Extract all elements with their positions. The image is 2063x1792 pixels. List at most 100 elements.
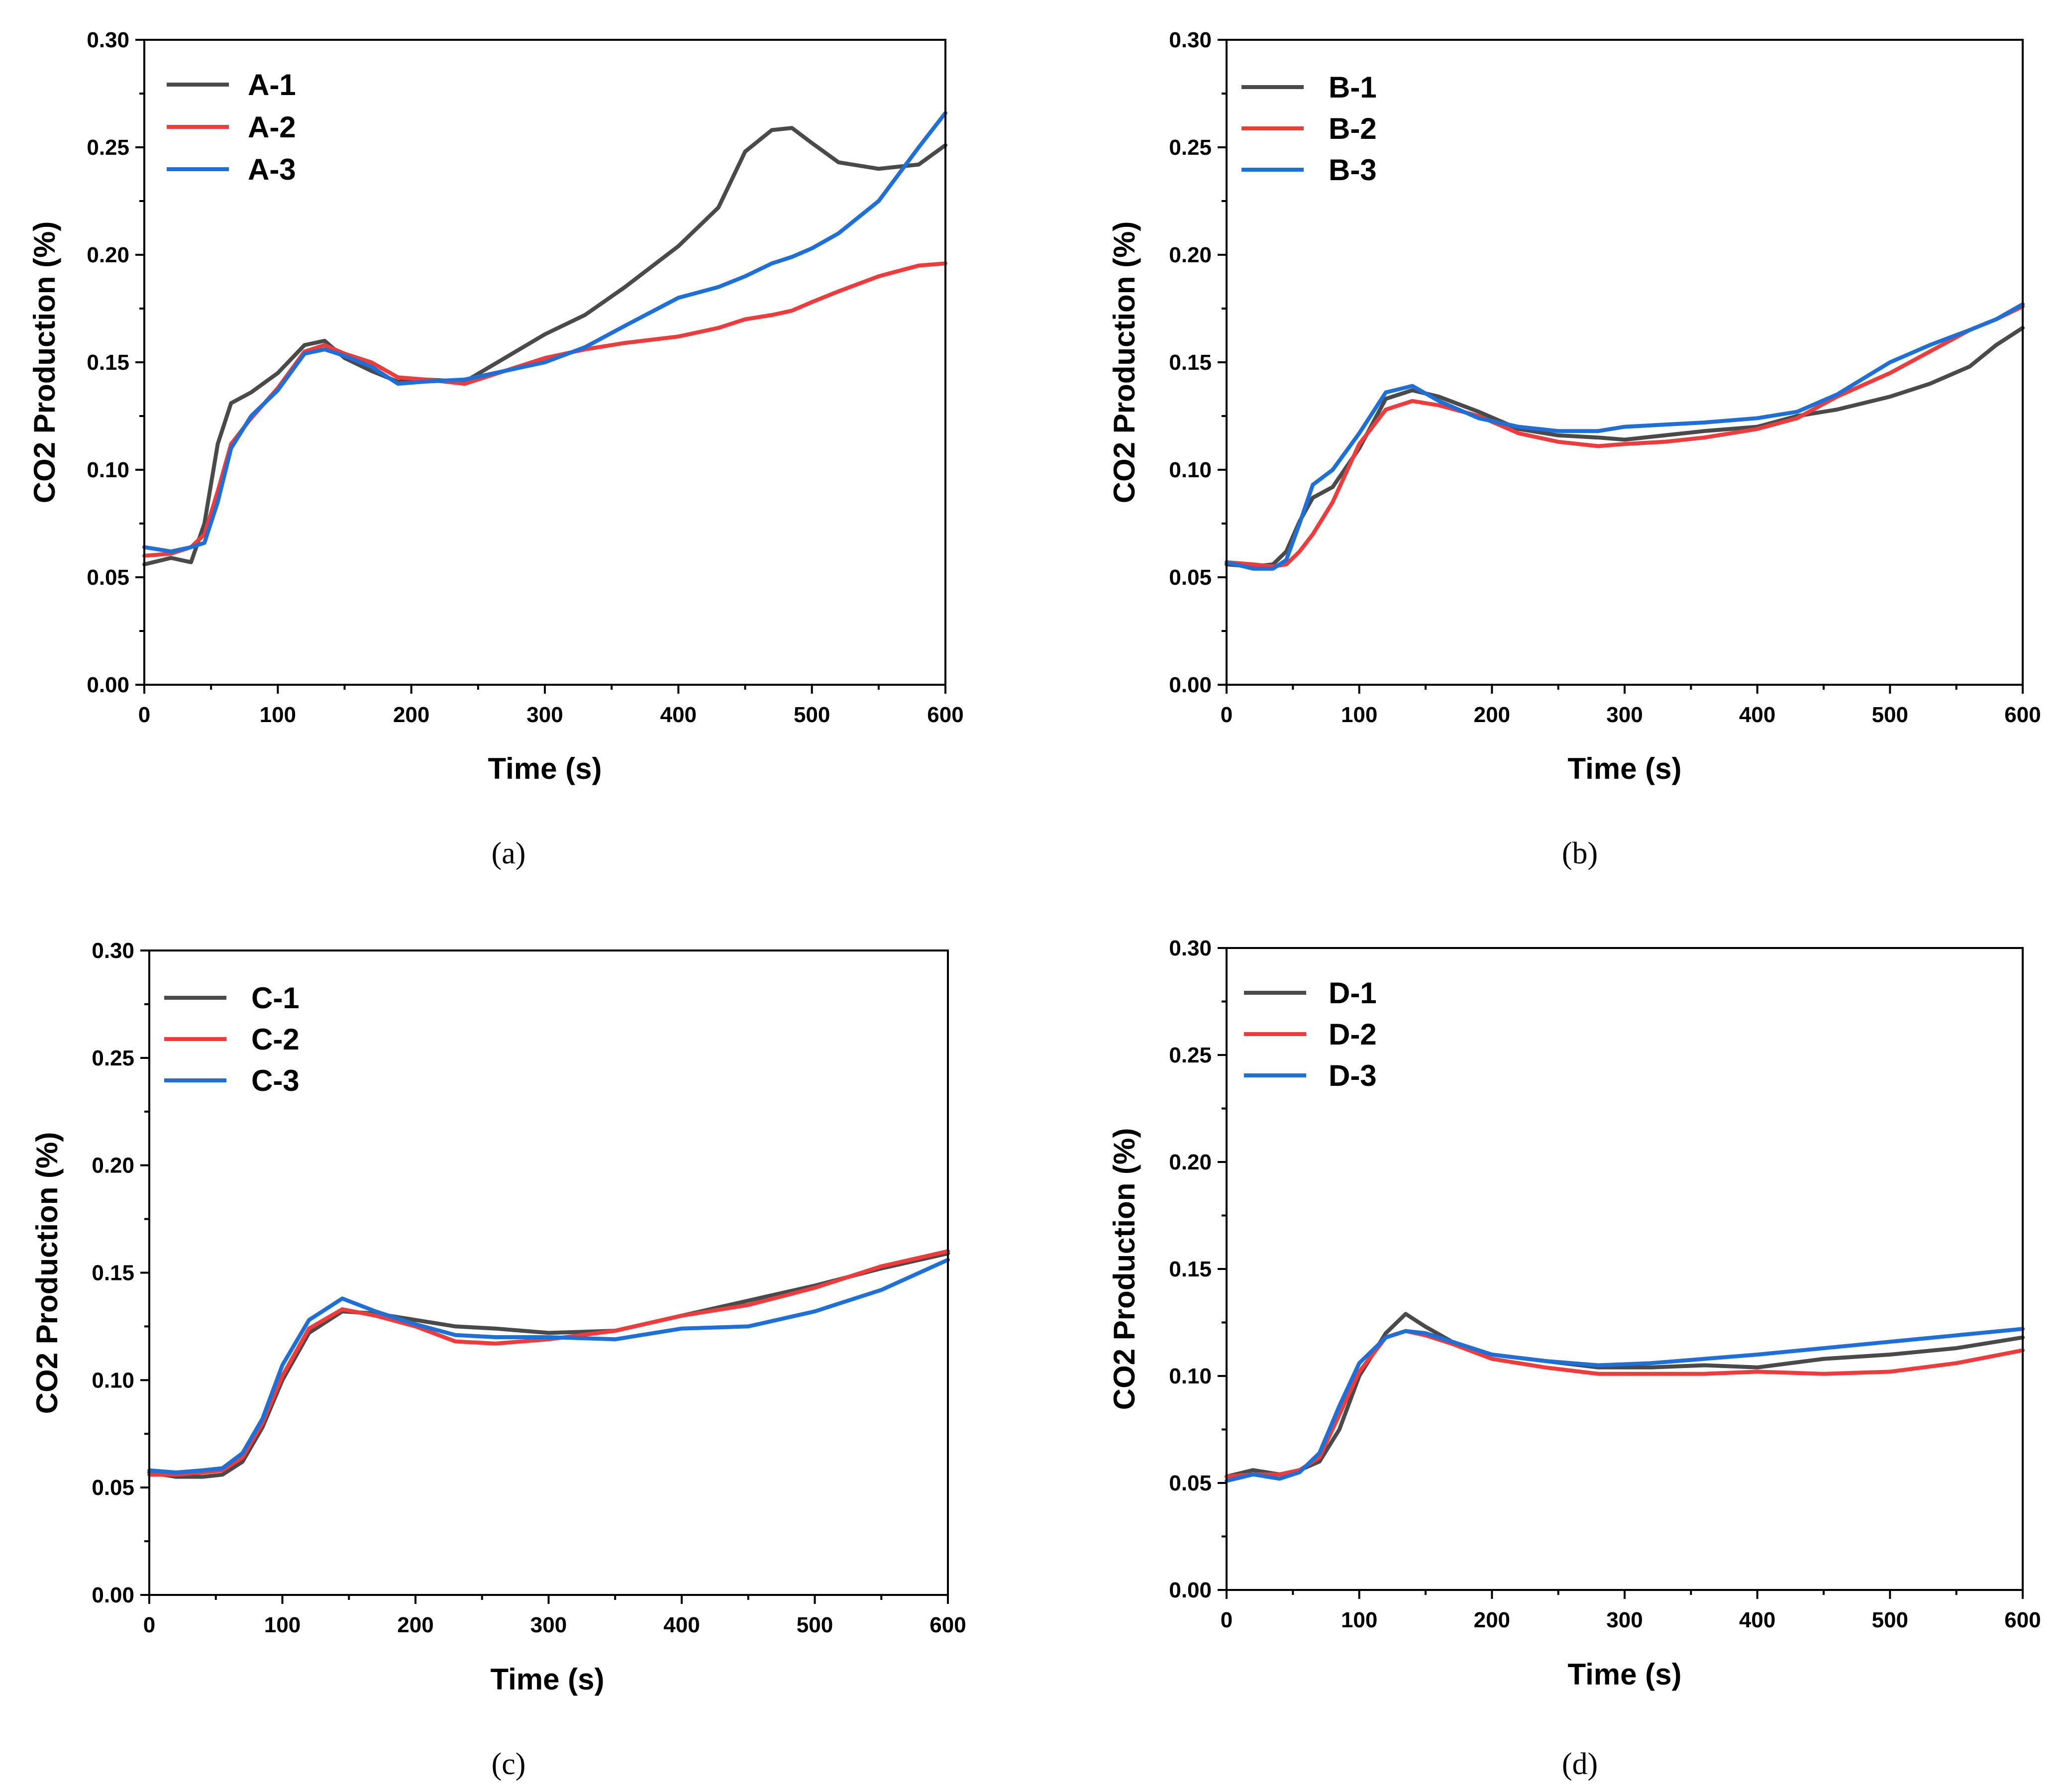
plot-c-legend: C-1 C-2 C-3: [164, 981, 300, 1097]
plot-d-y-tick-label: 0.20: [1169, 1150, 1212, 1174]
series-line-c-3: [147, 1258, 950, 1475]
plot-a-ticks: 0 100 200 300 400 500 600 0.00 0.05 0.10 0.15 0.20 0…: [87, 28, 963, 727]
plot-d-x-tick-label: 600: [2004, 1608, 2041, 1632]
plot-c-x-tick-label: 200: [397, 1613, 433, 1637]
plot-c-xlabel: Time (s): [491, 1663, 605, 1696]
plot-a-x-tick-label: 600: [927, 703, 963, 727]
plot-b-x-tick-label: 600: [2004, 703, 2041, 727]
plot-c-y-tick-label: 0.00: [92, 1583, 134, 1607]
plot-d-ticks: 0 100 200 300 400 500 600 0.00 0.05 0.10 0.15 0.20 0…: [1169, 936, 2041, 1632]
plot-a-x-tick-label: 300: [526, 703, 563, 727]
plot-c-lines: [147, 1249, 950, 1479]
legend-c-label-2: C-2: [251, 1023, 300, 1056]
plot-d-x-tick-label: 400: [1739, 1608, 1775, 1632]
plot-a-y-tick-label: 0.20: [87, 243, 129, 267]
plot-a-legend: A-1 A-2 A-3: [167, 68, 296, 186]
plot-d-y-tick-label: 0.00: [1169, 1578, 1212, 1602]
plot-a-ylabel: CO2 Production (%): [28, 221, 61, 504]
legend-b-label-1: B-1: [1329, 71, 1377, 104]
plot-b-y-tick-label: 0.15: [1169, 350, 1212, 375]
plot-c-x-tick-label: 0: [143, 1613, 155, 1637]
plot-a-caption: (a): [492, 837, 526, 870]
plot-a-x-tick-label: 0: [138, 703, 150, 727]
panel-d: 0 100 200 300 400 500 600 0.00 0.05 0.10 0.15 0.20 0…: [1108, 936, 2041, 1781]
plot-c-caption: (c): [492, 1747, 526, 1781]
series-line-a-3: [142, 110, 947, 554]
legend-a-label-2: A-2: [248, 110, 296, 144]
legend-d-label-2: D-2: [1329, 1018, 1377, 1051]
plot-b-y-tick-label: 0.10: [1169, 458, 1212, 482]
series-line-b-2: [1225, 304, 2025, 569]
series-line-a-1: [142, 126, 947, 567]
plot-d-x-tick-label: 100: [1341, 1608, 1377, 1632]
plot-d-y-tick-label: 0.30: [1169, 936, 1212, 960]
plot-c-x-tick-label: 600: [929, 1613, 966, 1637]
legend-d-label-1: D-1: [1329, 976, 1377, 1010]
plot-c-ticks: 0 100 200 300 400 500 600 0.00 0.05 0.10 0.15 0.20 0…: [92, 939, 966, 1637]
plot-c-y-tick-label: 0.30: [92, 939, 134, 963]
legend-a-label-1: A-1: [248, 68, 296, 102]
plot-b-caption: (b): [1562, 837, 1598, 870]
plot-a-xlabel: Time (s): [488, 752, 602, 785]
plot-a-y-tick-label: 0.30: [87, 28, 129, 52]
plot-b-y-tick-label: 0.25: [1169, 135, 1212, 160]
legend-c-label-3: C-3: [251, 1064, 300, 1097]
series-line-b-3: [1225, 302, 2025, 571]
plot-b-lines: [1225, 302, 2025, 571]
plot-d-xlabel: Time (s): [1568, 1658, 1682, 1691]
plot-b-x-tick-label: 200: [1474, 703, 1510, 727]
plot-a-y-tick-label: 0.15: [87, 350, 129, 375]
plot-d-caption: (d): [1562, 1747, 1598, 1781]
plot-c-y-tick-label: 0.15: [92, 1261, 134, 1285]
plot-c-x-tick-label: 400: [663, 1613, 700, 1637]
plot-d-x-tick-label: 0: [1221, 1608, 1233, 1632]
plot-a-x-tick-label: 200: [393, 703, 429, 727]
plot-c-y-tick-label: 0.05: [92, 1476, 134, 1500]
plot-b-legend: B-1 B-2 B-3: [1241, 71, 1377, 187]
plot-c-x-tick-label: 300: [530, 1613, 567, 1637]
plot-b-x-tick-label: 500: [1872, 703, 1908, 727]
plot-d-ylabel: CO2 Production (%): [1108, 1128, 1141, 1410]
legend-d-label-3: D-3: [1329, 1059, 1377, 1092]
panel-b: 0 100 200 300 400 500 600 0.00 0.05 0.10 0.15 0.20 0…: [1108, 28, 2041, 870]
plot-c-x-tick-label: 500: [797, 1613, 833, 1637]
plot-a-x-tick-label: 400: [660, 703, 697, 727]
plot-a-y-tick-label: 0.25: [87, 135, 129, 160]
plot-b-x-tick-label: 100: [1341, 703, 1377, 727]
series-line-c-2: [147, 1249, 950, 1477]
plot-a-y-tick-label: 0.10: [87, 458, 129, 482]
series-line-d-3: [1225, 1327, 2025, 1483]
plot-d-x-tick-label: 500: [1872, 1608, 1908, 1632]
plot-b-x-tick-label: 400: [1739, 703, 1775, 727]
plot-b-x-tick-label: 300: [1606, 703, 1643, 727]
plot-b-y-tick-label: 0.00: [1169, 673, 1212, 697]
panel-a: 0 100 200 300 400 500 600 0.00 0.05 0.10 0.15 0.20 0…: [28, 28, 964, 870]
plot-d-lines: [1225, 1312, 2025, 1483]
plot-a-y-tick-label: 0.05: [87, 565, 129, 590]
plot-c-ylabel: CO2 Production (%): [30, 1132, 64, 1414]
plot-d-x-tick-label: 200: [1474, 1608, 1510, 1632]
plot-a-x-tick-label: 100: [260, 703, 296, 727]
plot-a-x-tick-label: 500: [794, 703, 830, 727]
legend-b-label-3: B-3: [1329, 153, 1377, 187]
plot-b-x-tick-label: 0: [1221, 703, 1233, 727]
legend-c-label-1: C-1: [251, 981, 300, 1015]
plot-d-legend: D-1 D-2 D-3: [1244, 976, 1377, 1092]
plot-b-ylabel: CO2 Production (%): [1108, 221, 1141, 504]
plot-d-y-tick-label: 0.25: [1169, 1043, 1212, 1067]
plot-b-xlabel: Time (s): [1568, 752, 1682, 785]
plot-c-y-tick-label: 0.20: [92, 1154, 134, 1178]
plot-c-x-tick-label: 100: [264, 1613, 301, 1637]
plot-a-y-tick-label: 0.00: [87, 673, 129, 697]
plot-b-y-tick-label: 0.30: [1169, 28, 1212, 52]
plot-d-y-tick-label: 0.10: [1169, 1364, 1212, 1388]
plot-b-y-tick-label: 0.05: [1169, 565, 1212, 590]
plot-b-ticks: 0 100 200 300 400 500 600 0.00 0.05 0.10 0.15 0.20 0…: [1169, 28, 2041, 727]
plot-d-x-tick-label: 300: [1606, 1608, 1643, 1632]
legend-b-label-2: B-2: [1329, 112, 1377, 145]
plot-d-y-tick-label: 0.15: [1169, 1257, 1212, 1281]
plot-c-y-tick-label: 0.10: [92, 1368, 134, 1392]
panel-c: 0 100 200 300 400 500 600 0.00 0.05 0.10 0.15 0.20 0…: [30, 939, 966, 1781]
